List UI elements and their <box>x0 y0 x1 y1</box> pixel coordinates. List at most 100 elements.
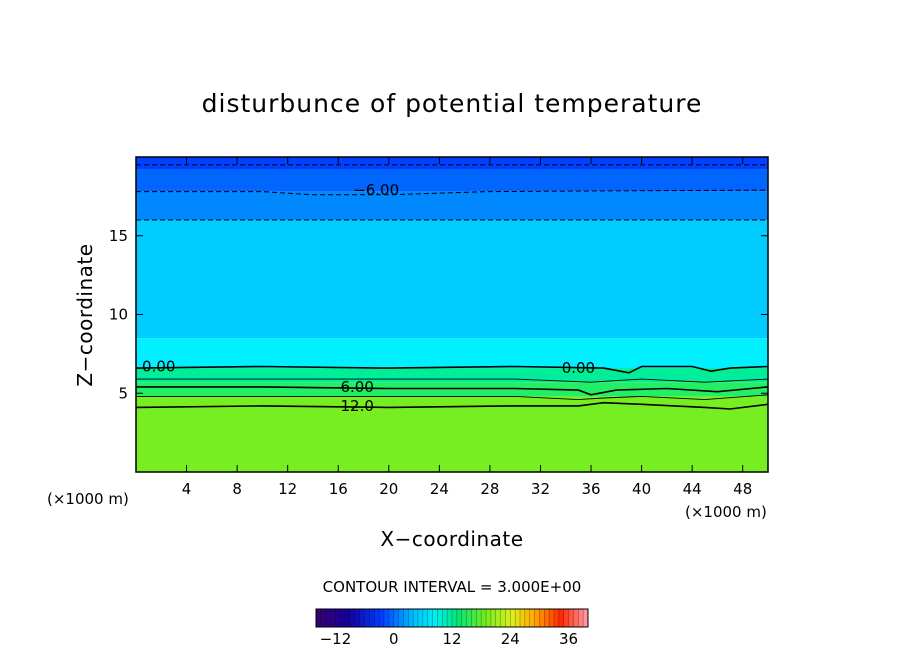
contour-line-5 <box>136 386 768 396</box>
colorbar-cell-9 <box>359 609 365 627</box>
colorbar-cell-43 <box>524 609 531 627</box>
colorbar-cell-26 <box>442 609 448 627</box>
colorbar-cell-35 <box>486 609 492 627</box>
contour-line-4 <box>136 378 768 383</box>
x-tick-label-7: 32 <box>531 480 550 498</box>
colorbar-cell-39 <box>505 609 511 627</box>
contour-line-1 <box>136 189 768 196</box>
contour-label-0: −6.00 <box>353 181 399 199</box>
contour-line-6 <box>136 394 768 401</box>
field-band-2 <box>136 191 768 220</box>
colorbar-cell-42 <box>520 609 526 627</box>
contour-line-3 <box>136 365 768 374</box>
colorbar-cell-0 <box>316 609 322 627</box>
x-tick-label-4: 20 <box>379 480 398 498</box>
x-tick-label-0: 4 <box>182 480 192 498</box>
colorbar-cell-55 <box>583 609 589 627</box>
colorbar-cell-46 <box>539 609 545 627</box>
colorbar-cell-40 <box>510 609 516 627</box>
colorbar-tick-label-1: 0 <box>389 630 399 648</box>
y-tick-label-0: 5 <box>118 384 128 402</box>
colorbar-cell-12 <box>374 609 380 627</box>
colorbar-cell-10 <box>364 609 370 627</box>
colorbar-cell-51 <box>563 609 569 627</box>
y-axis-label: Z−coordinate <box>73 243 97 386</box>
field-band-4 <box>136 338 768 369</box>
colorbar-cell-21 <box>418 609 424 627</box>
colorbar-cell-34 <box>481 609 487 627</box>
contour-label-1: 0.00 <box>142 357 175 375</box>
colorbar-tick-label-2: 12 <box>442 630 461 648</box>
x-tick-label-6: 28 <box>480 480 499 498</box>
colorbar-cell-37 <box>495 609 501 627</box>
colorbar-cell-44 <box>529 609 535 627</box>
colorbar: −12 0 12 24 36 <box>315 608 589 648</box>
x-tick-label-3: 16 <box>329 480 348 498</box>
colorbar-cell-8 <box>354 609 361 627</box>
colorbar-cell-33 <box>476 609 482 627</box>
colorbar-cell-28 <box>452 609 458 627</box>
colorbar-cell-38 <box>500 609 506 627</box>
y-unit-label: (×1000 m) <box>47 490 129 508</box>
colorbar-cell-7 <box>350 609 356 627</box>
x-tick-label-5: 24 <box>430 480 449 498</box>
colorbar-cell-20 <box>413 609 419 627</box>
colorbar-cell-45 <box>534 609 540 627</box>
contour-line-7 <box>136 401 768 410</box>
colorbar-cell-25 <box>437 609 443 627</box>
colorbar-cell-15 <box>388 609 395 627</box>
colorbar-cell-49 <box>554 609 560 627</box>
colorbar-cell-2 <box>325 609 331 627</box>
colorbar-cell-14 <box>384 609 390 627</box>
contour-label-2: 0.00 <box>562 359 595 377</box>
colorbar-cell-31 <box>466 609 472 627</box>
colorbar-tick-label-4: 36 <box>559 630 578 648</box>
field-band-3 <box>136 220 768 339</box>
field-band-0 <box>136 157 768 170</box>
colorbar-cell-52 <box>568 609 574 627</box>
colorbar-cell-30 <box>461 609 467 627</box>
colorbar-cell-50 <box>558 609 565 627</box>
colorbar-cell-16 <box>393 609 399 627</box>
x-tick-label-1: 8 <box>232 480 242 498</box>
colorbar-cell-3 <box>330 609 336 627</box>
field-band-5 <box>136 368 768 383</box>
colorbar-cell-4 <box>335 609 341 627</box>
colorbar-cell-22 <box>422 609 429 627</box>
colorbar-cell-54 <box>578 609 584 627</box>
colorbar-cell-6 <box>345 609 351 627</box>
colorbar-cell-1 <box>320 609 327 627</box>
x-tick-label-9: 40 <box>632 480 651 498</box>
colorbar-cell-13 <box>379 609 385 627</box>
x-tick-label-11: 48 <box>733 480 752 498</box>
colorbar-cell-5 <box>340 609 346 627</box>
contour-label-4: 12.0 <box>340 397 373 415</box>
y-tick-label-1: 10 <box>109 306 128 324</box>
field-band-1 <box>136 169 768 192</box>
x-axis-ticks: 4 8 12 16 20 24 28 32 36 40 44 48 <box>182 157 752 498</box>
contour-interval-text: CONTOUR INTERVAL = 3.000E+00 <box>323 578 582 596</box>
colorbar-cell-48 <box>549 609 555 627</box>
colorbar-cell-47 <box>544 609 550 627</box>
field-band-6 <box>136 382 768 397</box>
x-unit-label: (×1000 m) <box>685 503 767 521</box>
x-tick-label-2: 12 <box>278 480 297 498</box>
x-axis-label: X−coordinate <box>380 527 523 551</box>
colorbar-cell-36 <box>490 609 497 627</box>
y-axis-ticks: 5 10 15 <box>109 227 768 402</box>
contour-label-3: 6.00 <box>340 378 373 396</box>
colorbar-frame <box>315 608 589 628</box>
colorbar-cell-11 <box>369 609 375 627</box>
colorbar-cell-32 <box>471 609 477 627</box>
colorbar-tick-label-0: −12 <box>320 630 352 648</box>
x-tick-label-8: 36 <box>581 480 600 498</box>
colorbar-cell-23 <box>427 609 433 627</box>
field-band-7 <box>136 396 768 472</box>
colorbar-cell-53 <box>573 609 579 627</box>
contour-lines <box>136 164 768 410</box>
colorbar-cell-24 <box>432 609 438 627</box>
colorbar-cell-41 <box>515 609 521 627</box>
colorbar-cell-29 <box>456 609 463 627</box>
